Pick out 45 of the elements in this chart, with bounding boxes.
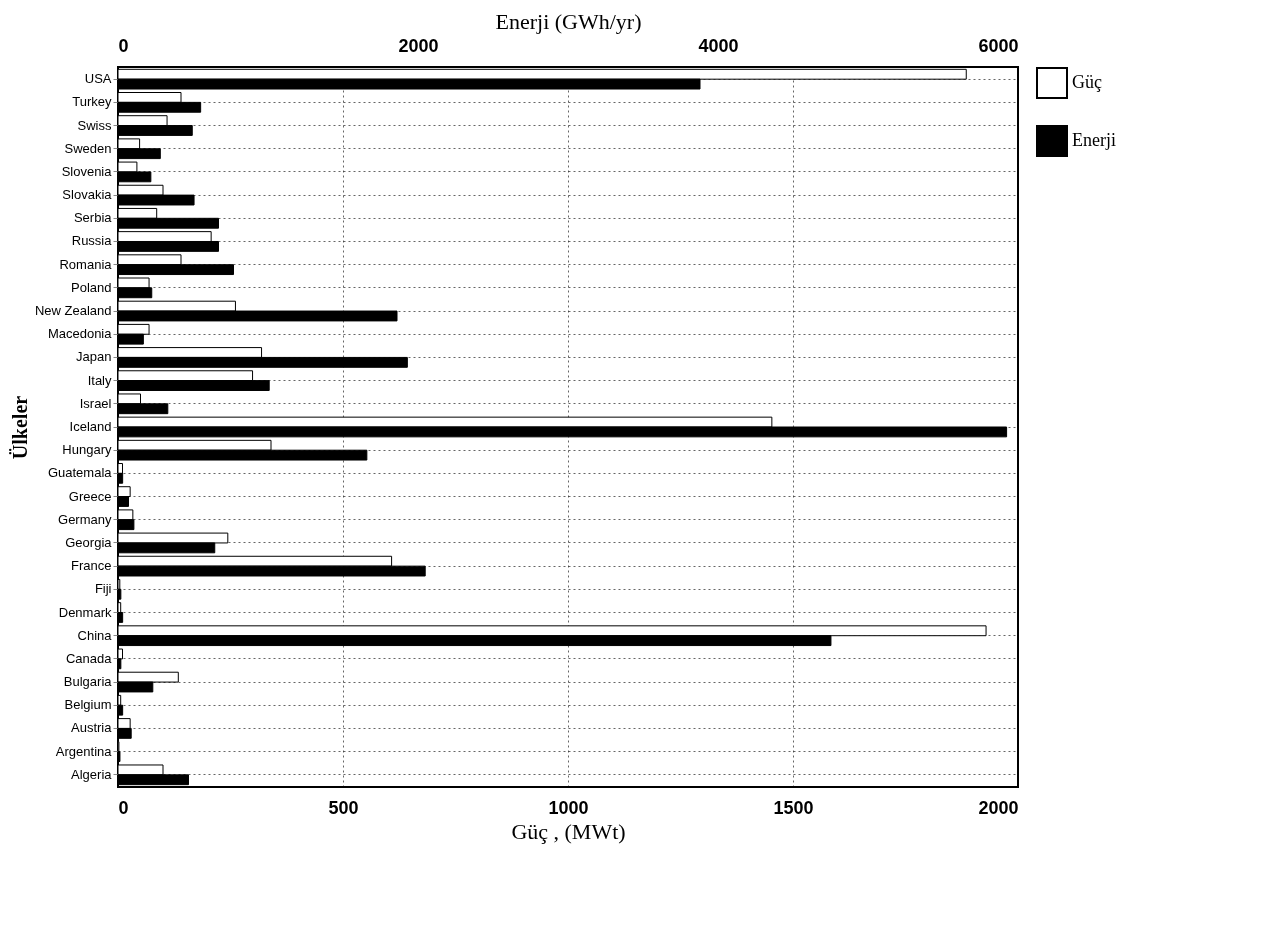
y-tick-label: China — [77, 627, 113, 643]
y-tick-label: Canada — [65, 650, 113, 666]
y-tick-label: USA — [84, 71, 112, 87]
y-tick-label: France — [71, 558, 112, 574]
y-tick-label: Romania — [59, 256, 113, 272]
x-tick-label: 2000 — [978, 797, 1019, 818]
x2-tick-label: 0 — [118, 35, 129, 56]
y-tick-label: Sweden — [64, 140, 112, 156]
y-tick-label: Serbia — [73, 210, 113, 226]
y-tick-label: Denmark — [58, 604, 112, 620]
y-tick-label: Turkey — [72, 94, 112, 110]
y-tick-label: Argentina — [55, 743, 113, 759]
x2-axis-title: Enerji (GWh/yr) — [495, 8, 642, 34]
x-tick-label: 1500 — [773, 797, 814, 818]
x-tick-label: 500 — [328, 797, 359, 818]
y-tick-label: Belgium — [64, 697, 112, 713]
x2-tick-label: 6000 — [978, 35, 1019, 56]
y-tick-label: New Zealand — [34, 303, 112, 319]
x2-tick-label: 4000 — [698, 35, 739, 56]
y-tick-label: Poland — [71, 279, 112, 295]
y-tick-label: Fiji — [94, 581, 112, 597]
x-tick-label: 0 — [118, 797, 129, 818]
x2-tick-label: 2000 — [398, 35, 439, 56]
y-tick-label: Japan — [76, 349, 112, 365]
y-tick-label: Slovakia — [62, 187, 113, 203]
y-tick-label: Greece — [68, 488, 112, 504]
y-tick-label: Bulgaria — [63, 674, 113, 690]
y-tick-label: Georgia — [65, 534, 113, 550]
y-tick-label: Italy — [87, 372, 112, 388]
y-tick-label: Hungary — [62, 442, 112, 458]
y-axis-title: Ülkeler — [8, 395, 31, 460]
legend-label: Güç — [1072, 72, 1102, 92]
y-tick-label: Swiss — [77, 117, 112, 133]
y-tick-label: Israel — [79, 395, 112, 411]
y-tick-label: Guatemala — [47, 465, 113, 481]
y-tick-label: Algeria — [71, 766, 113, 782]
x-axis-title: Güç , (MWt) — [511, 818, 626, 844]
y-tick-label: Austria — [71, 720, 113, 736]
y-tick-label: Macedonia — [47, 326, 113, 342]
x-tick-label: 1000 — [548, 797, 589, 818]
y-tick-label: Iceland — [69, 419, 112, 434]
y-tick-label: Germany — [58, 511, 112, 527]
legend-label: Enerji — [1072, 130, 1116, 150]
y-tick-label: Slovenia — [61, 163, 113, 179]
y-tick-label: Russia — [71, 233, 113, 249]
